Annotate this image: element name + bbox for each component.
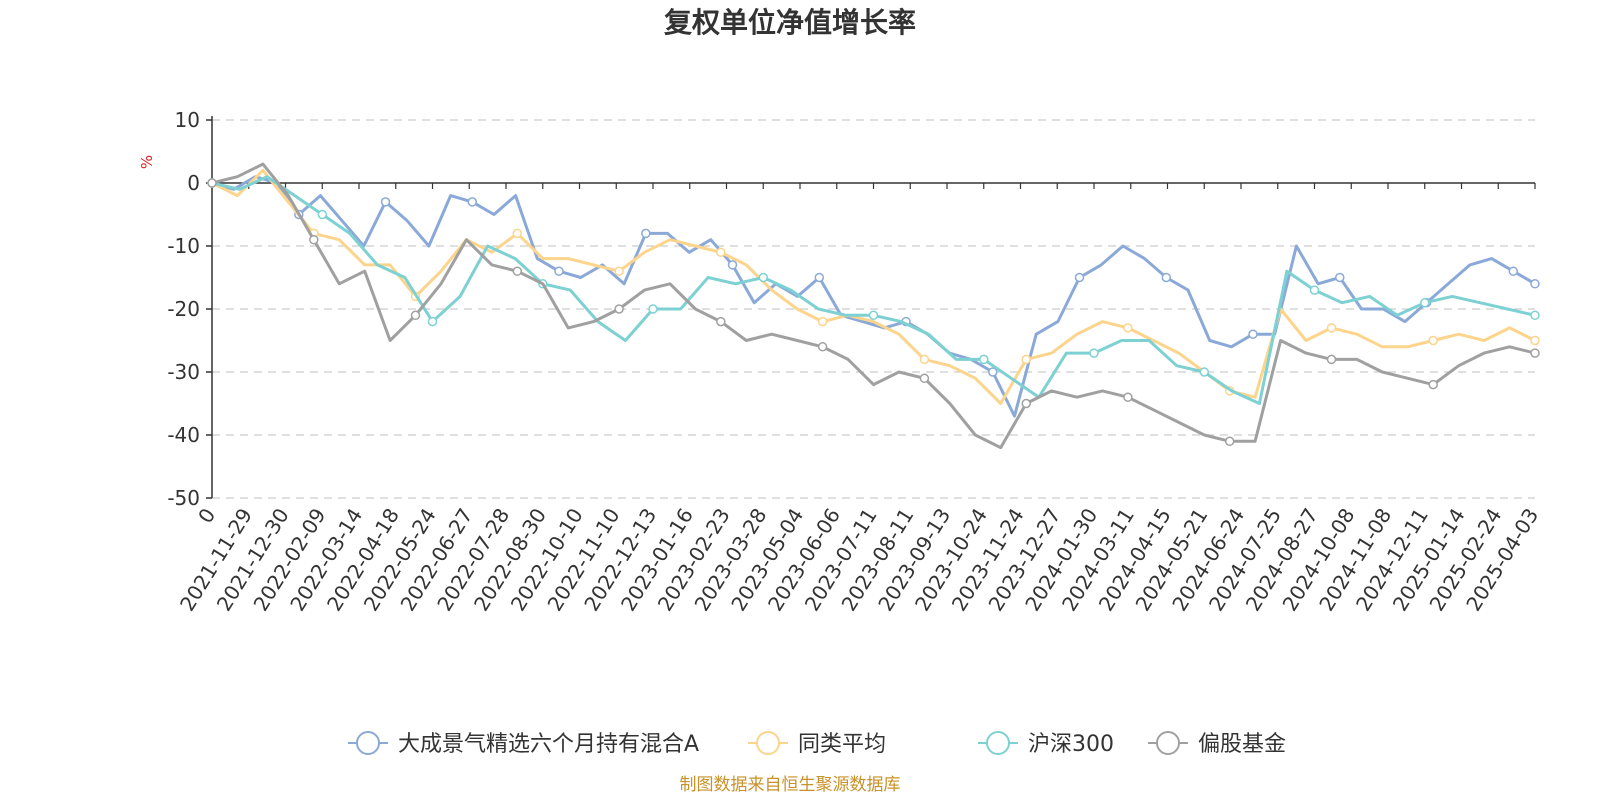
- data-point: [410, 310, 421, 321]
- data-point: [648, 304, 658, 314]
- legend-item-2[interactable]: 同类平均: [748, 731, 886, 757]
- data-point: [554, 266, 564, 276]
- data-point: [1530, 279, 1540, 289]
- legend-item-1[interactable]: 大成景气精选六个月持有混合A: [348, 731, 699, 757]
- data-point: [317, 209, 328, 220]
- legend-marker: [986, 731, 1010, 755]
- data-point: [614, 304, 624, 314]
- data-point: [467, 197, 478, 207]
- data-point: [1428, 335, 1438, 346]
- series-2: [207, 168, 1540, 405]
- legend-marker: [356, 731, 380, 755]
- data-point: [1309, 285, 1320, 295]
- data-point: [1530, 335, 1540, 346]
- source-note: 制图数据来自恒生聚源数据库: [680, 775, 901, 795]
- data-point: [427, 316, 438, 327]
- legend-label: 同类平均: [798, 732, 886, 757]
- y-tick-label: -20: [167, 297, 200, 321]
- legend-item-4[interactable]: 偏股基金: [1148, 731, 1286, 757]
- legend-marker: [756, 731, 780, 755]
- data-point: [1335, 272, 1345, 283]
- data-point: [919, 354, 930, 365]
- series-line: [211, 162, 1536, 450]
- data-point: [817, 316, 828, 327]
- data-point: [1530, 348, 1540, 358]
- y-tick-label: -50: [167, 486, 200, 510]
- data-point: [979, 354, 989, 365]
- legend-marker: [1156, 731, 1180, 755]
- data-point: [1248, 329, 1258, 339]
- legend[interactable]: 大成景气精选六个月持有混合A 同类平均 沪深300 偏股基金: [348, 731, 1286, 757]
- data-point: [380, 197, 391, 207]
- data-point: [1021, 398, 1031, 409]
- data-point: [512, 228, 523, 239]
- y-axis: 10 0 -10 -20 -30 -40 -50: [167, 108, 213, 510]
- legend-item-3[interactable]: 沪深300: [978, 731, 1114, 757]
- series-1: [207, 175, 1540, 418]
- data-point: [641, 228, 651, 239]
- y-tick-label: 10: [175, 108, 200, 132]
- legend-label: 偏股基金: [1198, 732, 1286, 757]
- y-tick-label: -30: [167, 360, 200, 384]
- series-line: [211, 168, 1536, 405]
- series-group: [207, 162, 1540, 450]
- data-point: [988, 367, 998, 377]
- data-point: [1508, 266, 1519, 276]
- data-point: [1420, 297, 1430, 308]
- data-point: [919, 373, 930, 384]
- series-3: [207, 175, 1540, 405]
- series-4: [207, 162, 1540, 450]
- data-point: [309, 234, 319, 245]
- series-line: [211, 175, 1536, 418]
- data-point: [1123, 392, 1133, 402]
- data-point: [1530, 310, 1540, 321]
- data-point: [1428, 379, 1438, 390]
- grid-lines: [212, 119, 1535, 499]
- x-tick-label: 0: [193, 504, 220, 528]
- data-point: [817, 342, 828, 352]
- data-point: [1123, 323, 1133, 333]
- data-point: [1199, 367, 1210, 377]
- data-point: [727, 260, 738, 270]
- legend-label: 大成景气精选六个月持有混合A: [398, 732, 699, 757]
- data-point: [614, 266, 624, 276]
- data-point: [1074, 272, 1085, 283]
- y-tick-label: -40: [167, 423, 200, 447]
- x-axis: 02021-11-292021-12-302022-02-092022-03-1…: [175, 182, 1543, 615]
- data-point: [1021, 354, 1031, 365]
- y-tick-label: 0: [187, 171, 200, 195]
- data-point: [814, 272, 825, 283]
- data-point: [716, 316, 726, 327]
- legend-label: 沪深300: [1028, 732, 1114, 757]
- data-point: [1161, 272, 1172, 283]
- y-axis-label: %: [138, 155, 156, 169]
- y-tick-label: -10: [167, 234, 200, 258]
- data-point: [512, 266, 523, 276]
- data-point: [1326, 323, 1337, 333]
- data-point: [207, 178, 217, 188]
- chart-title: 复权单位净值增长率: [664, 6, 916, 39]
- data-point: [1326, 354, 1337, 365]
- data-point: [758, 272, 769, 283]
- data-point: [1089, 348, 1099, 358]
- data-point: [1224, 436, 1235, 447]
- data-point: [868, 310, 879, 321]
- data-point: [716, 247, 726, 258]
